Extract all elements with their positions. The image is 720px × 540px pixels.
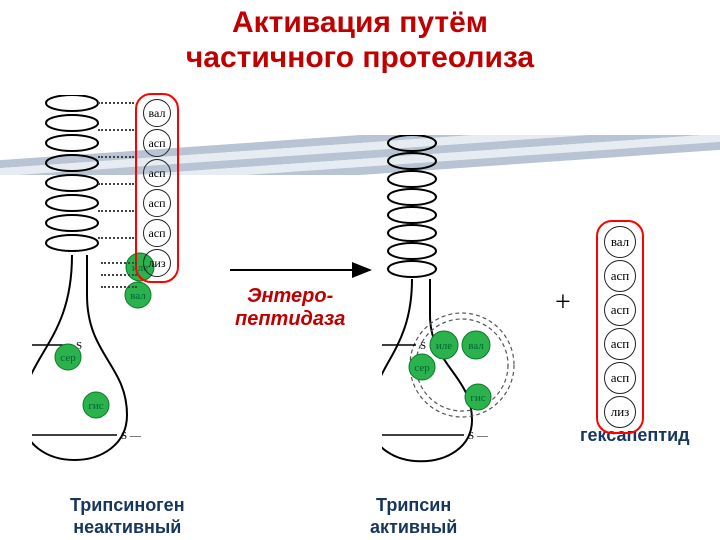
aa-вал: вал [143,99,171,127]
aa-асп: асп [143,219,171,247]
aa-асп: асп [143,159,171,187]
svg-text:вал: вал [468,340,484,352]
svg-text:S —: S — [468,430,489,442]
aa-асп: асп [604,328,636,360]
aa-асп: асп [604,294,636,326]
svg-text:S: S [420,340,426,352]
svg-text:гис: гис [88,400,103,412]
caption-trypsinogen: Трипсиногеннеактивный [70,495,185,538]
title-line1: Активация путём [232,6,488,39]
enzyme-line1: Энтеро- [247,285,333,307]
svg-text:гис: гис [470,392,485,404]
aa-лиз: лиз [143,249,171,277]
aa-асп: асп [604,362,636,394]
svg-text:сер: сер [60,352,76,364]
enzyme-line2: пептидаза [235,308,345,330]
title: Активация путём частичного протеолиза [0,6,720,75]
reaction-arrow [225,255,385,285]
trypsin-structure: SS— SS —илевалсергис [382,135,562,505]
aa-асп: асп [143,189,171,217]
svg-text:иле: иле [436,340,452,352]
aa-вал: вал [604,226,636,258]
svg-text:S —: S — [121,430,142,442]
aa-асп: асп [143,129,171,157]
aa-лиз: лиз [604,396,636,428]
title-line2: частичного протеолиза [186,41,534,74]
hexapeptide-free: валаспаспаспасплиз [596,220,644,434]
svg-text:вал: вал [130,290,146,302]
svg-text:сер: сер [414,362,430,374]
enzyme-label: Энтеро- пептидаза [235,285,345,331]
diagram-stage: Энтеро- пептидаза + Трипсиногеннеактивны… [0,75,720,540]
aa-асп: асп [604,260,636,292]
hexapeptide-attached: валаспаспаспасплиз [135,93,179,283]
